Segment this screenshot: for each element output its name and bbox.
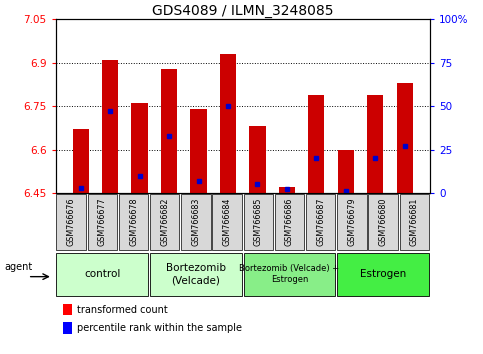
Bar [397, 83, 413, 193]
Bar [72, 129, 89, 193]
Bar [367, 95, 384, 193]
Bar [369, 194, 398, 250]
Bar [213, 194, 242, 250]
Bar [88, 194, 117, 250]
Bar [181, 194, 211, 250]
Text: GSM766680: GSM766680 [379, 198, 387, 246]
Bar [279, 187, 295, 193]
Bar [57, 194, 86, 250]
Text: GSM766679: GSM766679 [347, 198, 356, 246]
Text: GSM766676: GSM766676 [67, 198, 76, 246]
Bar [275, 194, 304, 250]
Bar [399, 194, 429, 250]
Text: GSM766686: GSM766686 [285, 198, 294, 246]
Title: GDS4089 / ILMN_3248085: GDS4089 / ILMN_3248085 [152, 5, 333, 18]
Text: agent: agent [4, 262, 33, 273]
Text: GSM766682: GSM766682 [160, 198, 169, 246]
Bar [57, 253, 148, 296]
Text: Bortezomib (Velcade) +
Estrogen: Bortezomib (Velcade) + Estrogen [240, 264, 340, 284]
Text: Estrogen: Estrogen [360, 269, 406, 279]
Text: percentile rank within the sample: percentile rank within the sample [77, 323, 242, 333]
Bar [119, 194, 148, 250]
Text: GSM766681: GSM766681 [410, 198, 419, 246]
Bar [337, 194, 367, 250]
Bar [190, 109, 207, 193]
Text: GSM766687: GSM766687 [316, 198, 325, 246]
Text: GSM766685: GSM766685 [254, 198, 263, 246]
Bar [249, 126, 266, 193]
Bar [308, 95, 325, 193]
Text: transformed count: transformed count [77, 305, 168, 315]
Bar [337, 253, 429, 296]
Bar [338, 149, 354, 193]
Text: Bortezomib
(Velcade): Bortezomib (Velcade) [166, 263, 226, 286]
Text: control: control [84, 269, 121, 279]
Bar [63, 322, 72, 334]
Text: GSM766677: GSM766677 [98, 198, 107, 246]
Text: GSM766684: GSM766684 [223, 198, 232, 246]
Bar [102, 60, 118, 193]
Bar [220, 54, 236, 193]
Text: GSM766683: GSM766683 [191, 198, 200, 246]
Bar [306, 194, 335, 250]
Bar [243, 253, 335, 296]
Text: GSM766678: GSM766678 [129, 198, 138, 246]
Bar [150, 253, 242, 296]
Bar [150, 194, 179, 250]
Bar [161, 69, 177, 193]
Bar [131, 103, 148, 193]
Bar [63, 304, 72, 315]
Bar [243, 194, 273, 250]
